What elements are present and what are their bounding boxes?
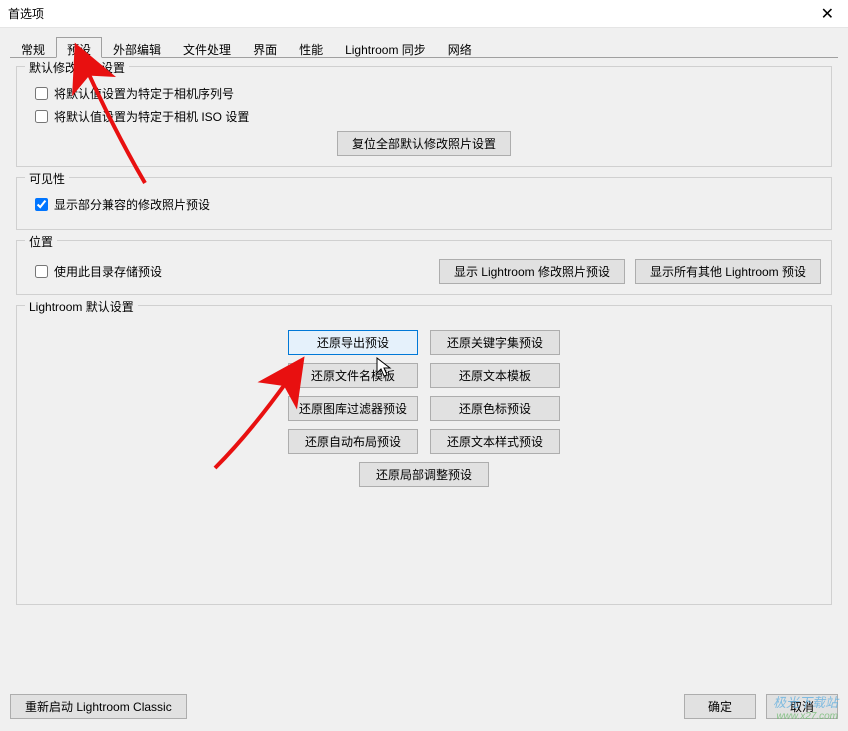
label-show-partial-compat: 显示部分兼容的修改照片预设 [54,196,210,213]
preferences-window: 首选项 ✕ 常规 预设 外部编辑 文件处理 界面 性能 Lightroom 同步… [0,0,848,731]
tab-performance[interactable]: 性能 [288,37,334,58]
restore-local-adj-presets-button[interactable]: 还原局部调整预设 [359,462,489,487]
group-title-lightroom-defaults: Lightroom 默认设置 [25,298,138,315]
checkbox-show-partial-compat[interactable] [35,198,48,211]
group-default-develop: 默认修改照片设置 将默认值设置为特定于相机序列号 将默认值设置为特定于相机 IS… [16,66,832,167]
tab-external-edit[interactable]: 外部编辑 [102,37,172,58]
restore-text-style-presets-button[interactable]: 还原文本样式预设 [430,429,560,454]
watermark: 极光下载站 www.x27.com [773,695,838,723]
group-title-visibility: 可见性 [25,170,69,187]
show-all-presets-button[interactable]: 显示所有其他 Lightroom 预设 [635,259,821,284]
group-title-location: 位置 [25,233,57,250]
restore-text-templates-button[interactable]: 还原文本模板 [430,363,560,388]
tab-bar: 常规 预设 外部编辑 文件处理 界面 性能 Lightroom 同步 网络 [10,36,838,58]
tab-network[interactable]: 网络 [437,37,483,58]
reset-default-develop-button[interactable]: 复位全部默认修改照片设置 [337,131,511,156]
group-visibility: 可见性 显示部分兼容的修改照片预设 [16,177,832,230]
restore-filename-templates-button[interactable]: 还原文件名模板 [288,363,418,388]
tab-panel-presets: 默认修改照片设置 将默认值设置为特定于相机序列号 将默认值设置为特定于相机 IS… [10,58,838,605]
group-location: 位置 使用此目录存储预设 显示 Lightroom 修改照片预设 显示所有其他 … [16,240,832,295]
group-title-default-develop: 默认修改照片设置 [25,59,129,76]
group-lightroom-defaults: Lightroom 默认设置 还原导出预设 还原关键字集预设 还原文件名模板 还… [16,305,832,605]
tab-general[interactable]: 常规 [10,37,56,58]
restore-export-presets-button[interactable]: 还原导出预设 [288,330,418,355]
restore-library-filter-presets-button[interactable]: 还原图库过滤器预设 [288,396,418,421]
restart-lightroom-button[interactable]: 重新启动 Lightroom Classic [10,694,187,719]
content-area: 常规 预设 外部编辑 文件处理 界面 性能 Lightroom 同步 网络 默认… [0,28,848,731]
window-title: 首选项 [8,5,44,22]
tab-file-handling[interactable]: 文件处理 [172,37,242,58]
close-icon[interactable]: ✕ [817,4,838,24]
watermark-line1: 极光下载站 [773,695,838,711]
show-develop-presets-button[interactable]: 显示 Lightroom 修改照片预设 [439,259,625,284]
checkbox-store-presets-here[interactable] [35,265,48,278]
tab-lightroom-sync[interactable]: Lightroom 同步 [334,37,437,58]
ok-button[interactable]: 确定 [684,694,756,719]
label-store-presets-here: 使用此目录存储预设 [54,263,162,280]
restore-color-label-presets-button[interactable]: 还原色标预设 [430,396,560,421]
watermark-line2: www.x27.com [773,711,838,723]
restore-keyword-presets-button[interactable]: 还原关键字集预设 [430,330,560,355]
tab-interface[interactable]: 界面 [242,37,288,58]
titlebar: 首选项 ✕ [0,0,848,28]
checkbox-camera-iso[interactable] [35,110,48,123]
checkbox-camera-serial[interactable] [35,87,48,100]
label-camera-iso: 将默认值设置为特定于相机 ISO 设置 [54,108,249,125]
dialog-footer: 重新启动 Lightroom Classic 确定 取消 [10,694,838,719]
restore-auto-layout-presets-button[interactable]: 还原自动布局预设 [288,429,418,454]
tab-presets[interactable]: 预设 [56,37,102,58]
label-camera-serial: 将默认值设置为特定于相机序列号 [54,85,234,102]
